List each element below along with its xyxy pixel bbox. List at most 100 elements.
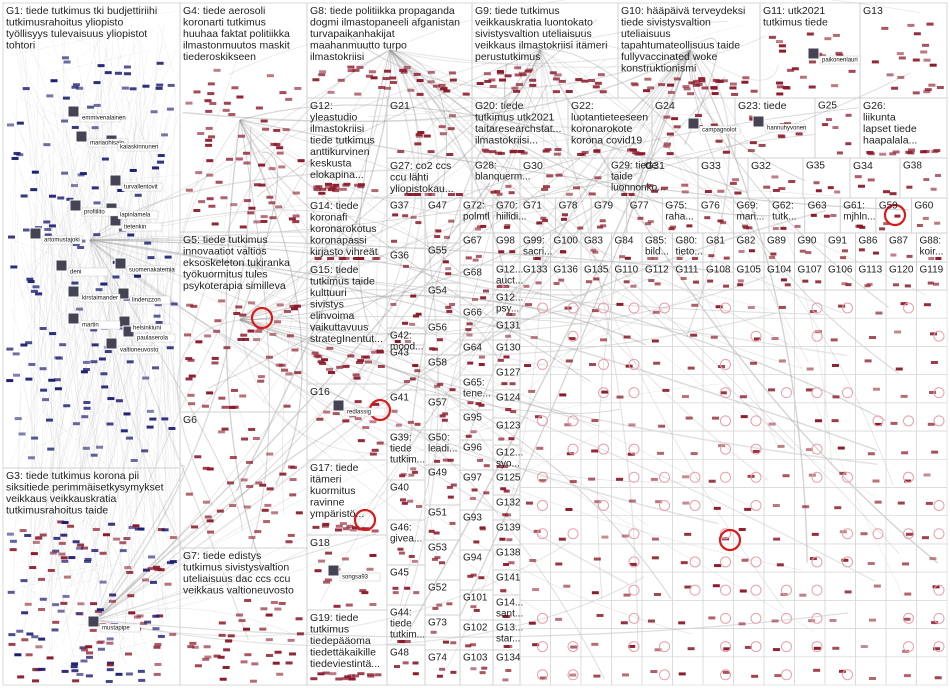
edge bbox=[539, 48, 694, 151]
node bbox=[166, 346, 174, 350]
node bbox=[61, 521, 69, 525]
node bbox=[561, 213, 568, 217]
node bbox=[860, 532, 868, 536]
account-label: martin bbox=[82, 323, 99, 329]
group-label: G131 bbox=[496, 321, 521, 332]
node bbox=[934, 676, 942, 680]
node bbox=[266, 74, 274, 78]
node bbox=[348, 677, 356, 681]
group-label: G5: tiede tutkimus bbox=[183, 234, 268, 246]
self-loop bbox=[567, 330, 579, 342]
node bbox=[681, 190, 689, 194]
edge bbox=[239, 119, 303, 485]
node bbox=[63, 404, 71, 408]
node bbox=[554, 73, 562, 77]
edge bbox=[39, 247, 157, 594]
node bbox=[273, 128, 281, 132]
node bbox=[449, 302, 456, 306]
node bbox=[47, 447, 55, 451]
group-label: G6 bbox=[183, 414, 197, 426]
node bbox=[546, 174, 554, 178]
node bbox=[144, 620, 152, 624]
highlight bbox=[250, 306, 274, 330]
edge bbox=[132, 345, 144, 607]
node bbox=[312, 78, 320, 82]
node bbox=[208, 204, 216, 208]
group-label: syo... bbox=[496, 459, 520, 470]
edge bbox=[51, 428, 158, 621]
node bbox=[565, 89, 573, 93]
node bbox=[663, 144, 671, 148]
node bbox=[704, 190, 712, 194]
node bbox=[808, 619, 816, 623]
node bbox=[92, 527, 100, 531]
node bbox=[39, 597, 47, 601]
account-tag bbox=[117, 142, 159, 152]
node bbox=[326, 346, 334, 350]
node bbox=[46, 656, 54, 660]
node bbox=[91, 186, 99, 190]
node bbox=[258, 183, 266, 187]
group-label: G10: hääpäivä terveydeksi bbox=[621, 5, 745, 17]
node bbox=[581, 150, 589, 154]
group-label: veikkaus valtioneuvosto bbox=[183, 584, 294, 596]
edge bbox=[94, 209, 826, 621]
node bbox=[369, 452, 377, 456]
node bbox=[544, 148, 552, 152]
edge bbox=[239, 319, 692, 635]
node bbox=[378, 86, 386, 90]
edge bbox=[48, 116, 155, 505]
edge bbox=[10, 98, 18, 291]
edge bbox=[389, 49, 578, 128]
node bbox=[923, 303, 931, 307]
edge bbox=[89, 239, 877, 451]
node bbox=[447, 127, 455, 131]
node bbox=[815, 280, 822, 284]
edge bbox=[98, 18, 110, 332]
node bbox=[123, 65, 131, 69]
node bbox=[509, 382, 516, 386]
edge bbox=[689, 49, 899, 374]
node bbox=[465, 256, 472, 260]
account-label: lindenzzon bbox=[132, 298, 161, 304]
node bbox=[218, 633, 226, 637]
node bbox=[318, 191, 326, 195]
node bbox=[867, 178, 875, 182]
node bbox=[332, 183, 340, 187]
self-loop bbox=[720, 358, 731, 370]
self-loop bbox=[720, 612, 731, 624]
node bbox=[35, 292, 43, 296]
node bbox=[240, 478, 248, 482]
node bbox=[217, 655, 225, 659]
node bbox=[31, 170, 39, 174]
node bbox=[423, 134, 431, 138]
edge bbox=[163, 278, 167, 541]
node bbox=[142, 84, 150, 88]
node bbox=[488, 78, 496, 82]
node bbox=[115, 399, 123, 403]
node bbox=[416, 79, 424, 83]
node bbox=[511, 86, 519, 90]
self-loop bbox=[628, 387, 640, 399]
node bbox=[805, 251, 812, 255]
self-loop bbox=[811, 641, 823, 653]
node bbox=[731, 92, 739, 96]
edge bbox=[23, 415, 111, 576]
edge bbox=[61, 399, 128, 646]
node bbox=[768, 422, 776, 426]
node bbox=[922, 149, 930, 153]
node bbox=[237, 337, 245, 341]
node bbox=[477, 225, 484, 229]
node bbox=[149, 580, 157, 584]
node bbox=[236, 95, 244, 99]
node bbox=[889, 152, 897, 156]
node bbox=[414, 142, 422, 146]
group-label: tutkimus utk2021 bbox=[475, 111, 555, 123]
account-icon bbox=[67, 312, 80, 325]
node bbox=[17, 675, 25, 679]
edge bbox=[89, 239, 600, 427]
node bbox=[354, 417, 362, 421]
node bbox=[362, 426, 370, 430]
group-label: raha... bbox=[665, 212, 693, 223]
group-label: G17: tiede bbox=[310, 462, 359, 474]
